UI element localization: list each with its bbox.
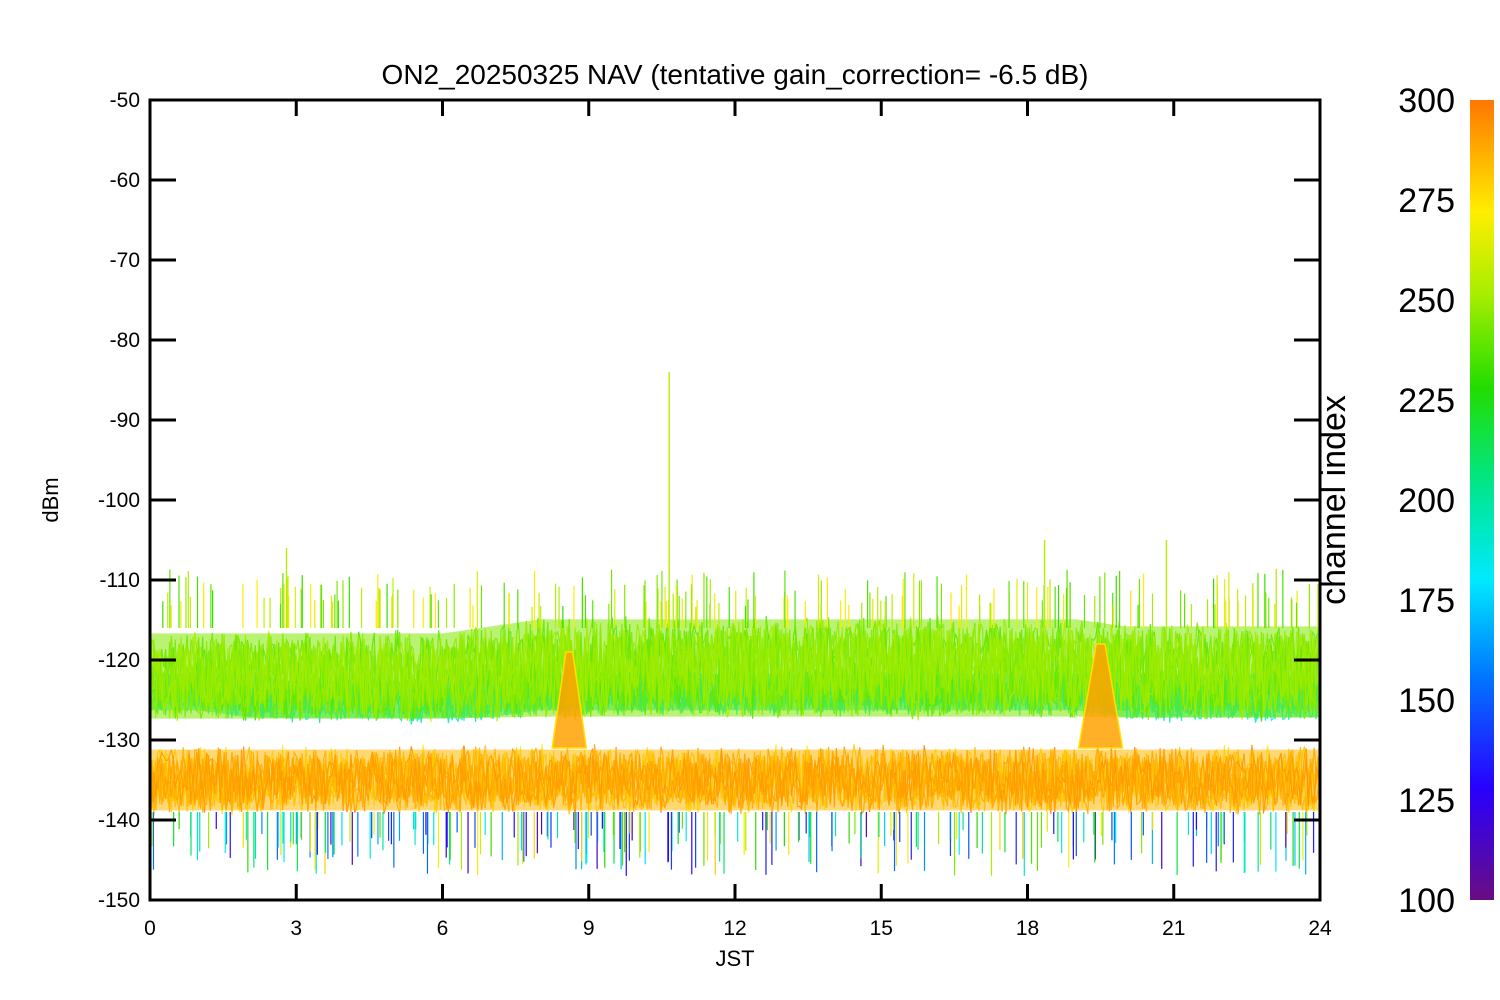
- y-tick-label: -100: [98, 489, 140, 512]
- y-axis: -50 -60 -70 -80 -90 -100 -110 -120 -130 -140 -150: [98, 89, 1320, 912]
- peak-mark: [1077, 643, 1124, 749]
- x-tick-label: 12: [723, 917, 746, 940]
- colorbar-tick-label: 175: [1398, 582, 1455, 620]
- y-tick-label: -60: [110, 169, 140, 192]
- y-tick-label: -150: [98, 889, 140, 912]
- colorbar-tick-label: 300: [1398, 82, 1455, 120]
- y-tick-label: -80: [110, 329, 140, 352]
- colorbar: [1470, 100, 1494, 900]
- series-band: [150, 744, 1320, 816]
- colorbar-title: channel index: [1315, 395, 1353, 605]
- colorbar-tick-label: 125: [1398, 782, 1455, 820]
- peak-mark: [551, 651, 588, 749]
- y-tick-label: -120: [98, 649, 140, 672]
- colorbar-tick-label: 250: [1398, 282, 1455, 320]
- y-axis-title: dBm: [38, 477, 63, 522]
- x-axis: 0 3 6 9 12 15 18 21 24: [144, 100, 1332, 940]
- chart-title: ON2_20250325 NAV (tentative gain_correct…: [382, 59, 1089, 90]
- colorbar-ticks: 300 275 250 225 200 175 150 125 100: [1398, 82, 1455, 920]
- y-tick-label: -70: [110, 249, 140, 272]
- y-tick-label: -140: [98, 809, 140, 832]
- x-tick-label: 24: [1308, 917, 1332, 940]
- x-axis-title: JST: [715, 946, 754, 971]
- y-tick-label: -130: [98, 729, 140, 752]
- x-tick-label: 3: [290, 917, 302, 940]
- y-tick-label: -50: [110, 89, 140, 112]
- x-tick-label: 15: [870, 917, 893, 940]
- x-tick-label: 18: [1016, 917, 1039, 940]
- colorbar-tick-label: 200: [1398, 482, 1455, 520]
- noise-tails: [150, 568, 1319, 876]
- y-tick-label: -90: [110, 409, 140, 432]
- y-tick-label: -110: [100, 569, 140, 592]
- colorbar-tick-label: 100: [1398, 882, 1455, 920]
- series-band-fill: [150, 749, 1320, 811]
- x-tick-label: 6: [437, 917, 449, 940]
- plot-area: [150, 372, 1320, 876]
- x-tick-label: 0: [144, 917, 156, 940]
- colorbar-tick-label: 275: [1398, 182, 1455, 220]
- colorbar-tick-label: 150: [1398, 682, 1455, 720]
- x-tick-label: 9: [583, 917, 595, 940]
- x-tick-label: 21: [1162, 917, 1185, 940]
- colorbar-tick-label: 225: [1398, 382, 1455, 420]
- series-band-fill: [150, 619, 1320, 719]
- series-band: [150, 615, 1320, 722]
